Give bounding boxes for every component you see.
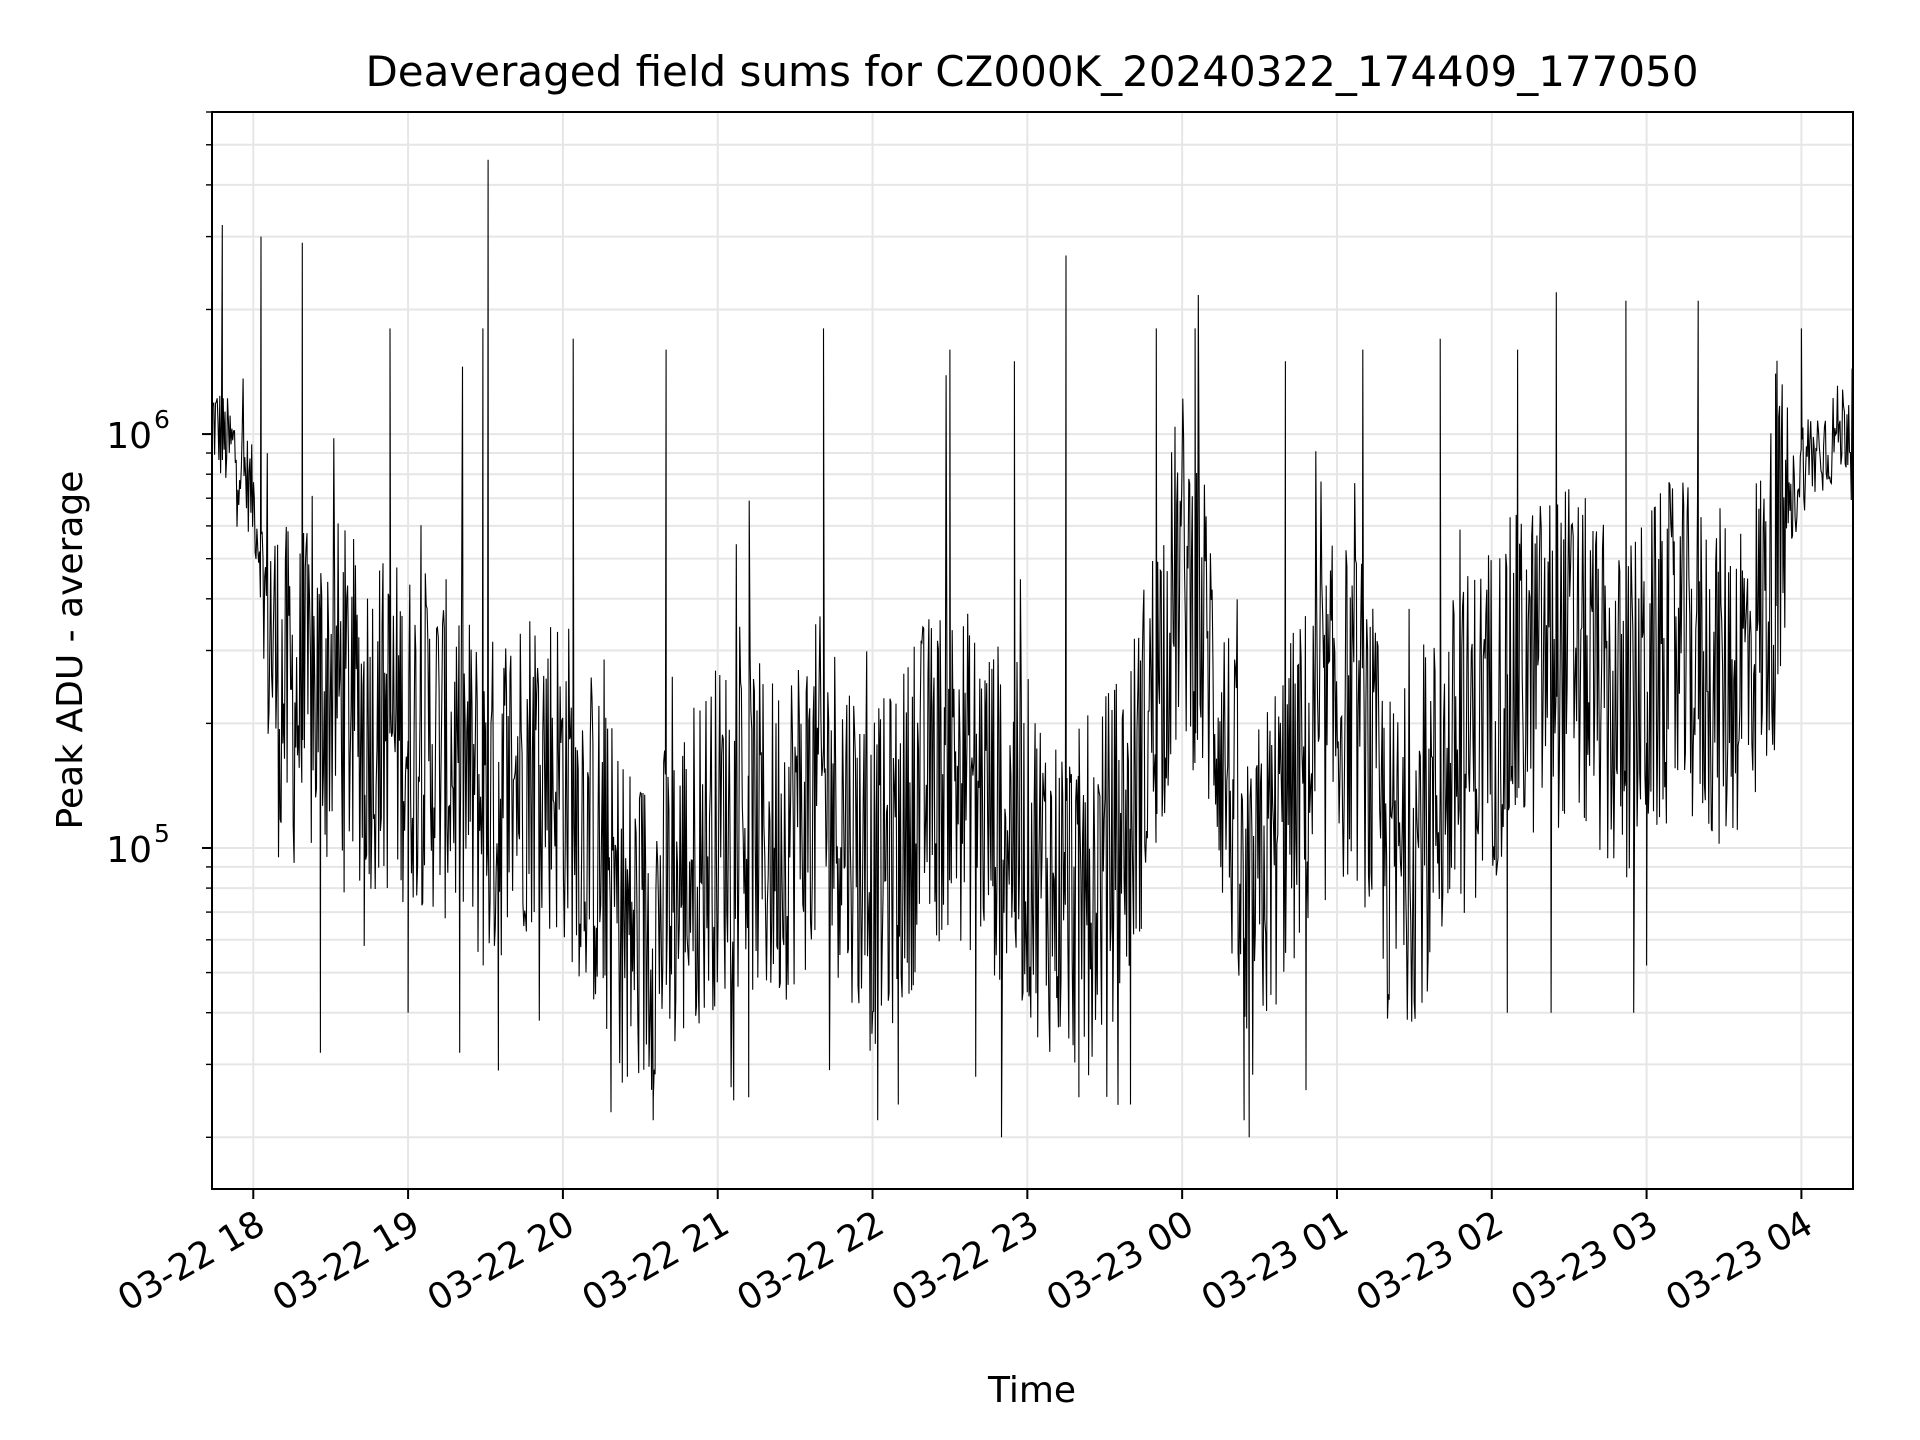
y-tick-label: 10 bbox=[106, 416, 152, 457]
x-tick-label: 03-23 04 bbox=[1659, 1203, 1820, 1319]
y-tick-label: 10 bbox=[106, 830, 152, 871]
y-tick-label-exponent: 5 bbox=[154, 819, 170, 848]
x-tick-label: 03-22 18 bbox=[111, 1203, 272, 1319]
series-line bbox=[211, 159, 1854, 1138]
x-tick-label: 03-22 21 bbox=[576, 1203, 737, 1319]
y-tick-label-base: 10 bbox=[106, 830, 152, 871]
x-tick-label: 03-22 22 bbox=[730, 1203, 891, 1319]
x-axis-label: Time bbox=[987, 1370, 1076, 1411]
y-tick-label-exponent: 6 bbox=[154, 405, 170, 434]
x-tick-label: 03-22 23 bbox=[885, 1203, 1046, 1319]
chart-title: Deaveraged field sums for CZ000K_2024032… bbox=[365, 47, 1698, 96]
y-tick-label-base: 10 bbox=[106, 416, 152, 457]
x-tick-label: 03-22 20 bbox=[421, 1203, 582, 1319]
x-tick-label: 03-23 00 bbox=[1040, 1203, 1201, 1319]
y-axis-label: Peak ADU - average bbox=[50, 471, 91, 830]
x-tick-label: 03-22 19 bbox=[266, 1203, 427, 1319]
x-tick-label: 03-23 02 bbox=[1350, 1203, 1511, 1319]
x-tick-label: 03-23 03 bbox=[1504, 1203, 1665, 1319]
x-tick-label: 03-23 01 bbox=[1195, 1203, 1356, 1319]
